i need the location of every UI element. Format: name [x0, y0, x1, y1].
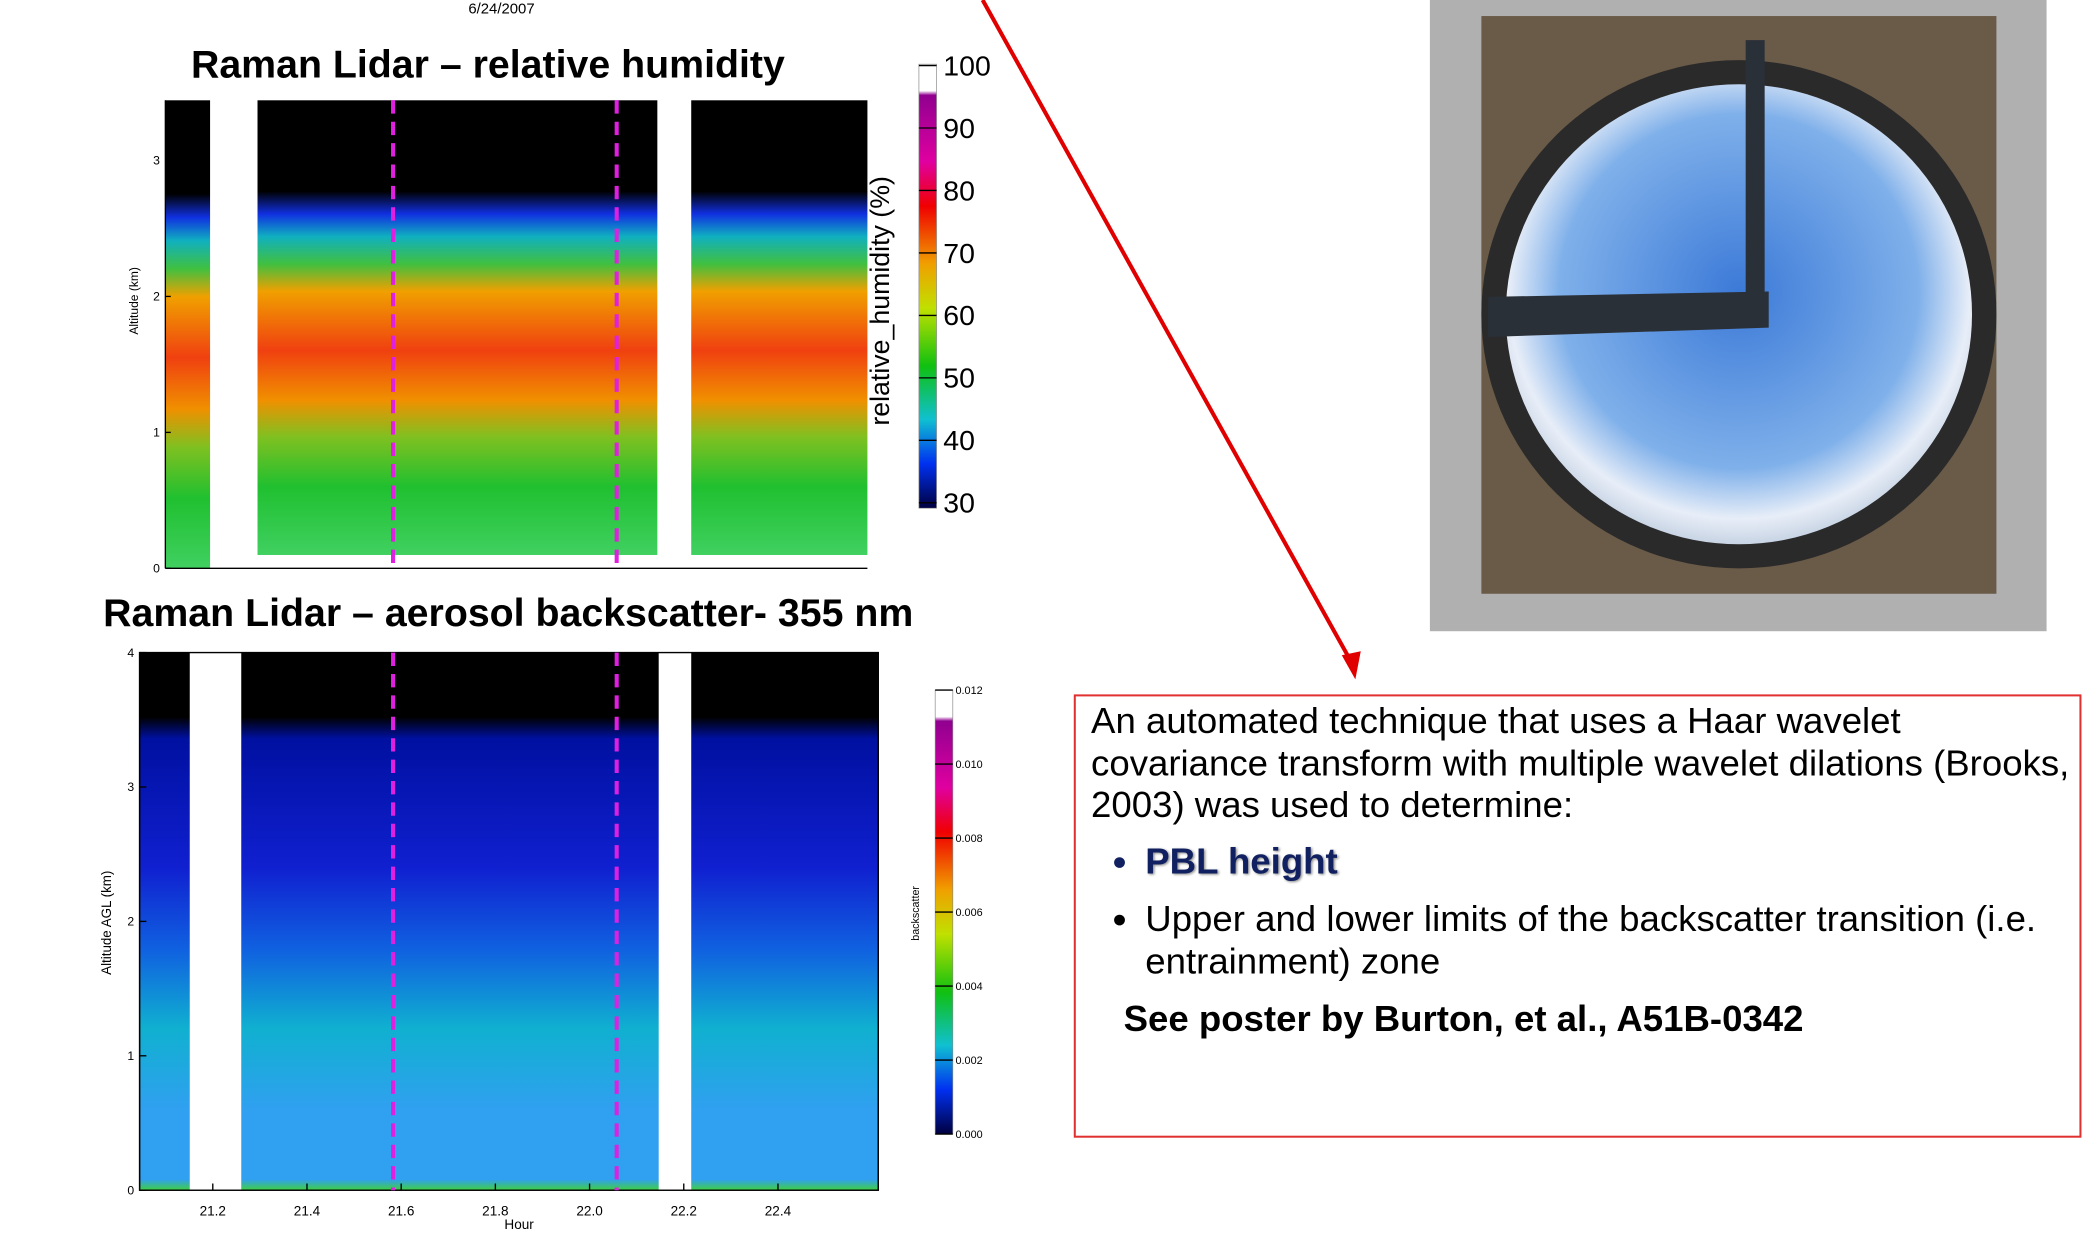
axis-label: Altitude (km) — [127, 267, 141, 335]
plot-title: Raman Lidar – aerosol backscatter- 355 n… — [103, 592, 913, 635]
tick-label: 22.0 — [576, 1204, 602, 1219]
tick-label: 0.002 — [956, 1055, 983, 1067]
tick-label: 80 — [943, 174, 975, 206]
arrow — [980, 0, 1354, 663]
tick-label: 3 — [153, 154, 160, 168]
heatmap — [138, 651, 879, 1191]
heatmap-panel — [691, 100, 868, 555]
paragraph: An automated technique that uses a Haar … — [1091, 700, 2070, 826]
arm — [1745, 40, 1765, 308]
colorbar — [918, 63, 937, 509]
tick-label: 0 — [127, 1183, 134, 1197]
axis-label: Hour — [504, 1217, 534, 1232]
tick-label: 3 — [127, 780, 134, 794]
sky-photo — [1429, 0, 2047, 632]
text-content: An automated technique that uses a Haar … — [1091, 701, 2074, 1042]
tick-label: 22.2 — [671, 1204, 697, 1219]
tick-label: 4 — [127, 646, 134, 660]
tick-label: 90 — [943, 112, 975, 144]
tick-label: 21.8 — [482, 1204, 508, 1219]
arrow-head — [1341, 651, 1361, 680]
tick-label: 0.008 — [956, 833, 983, 845]
tick-label: 60 — [943, 299, 975, 331]
data-gap — [189, 652, 242, 1191]
tick-label: 0 — [153, 562, 160, 576]
plot-title: Raman Lidar – relative humidity — [191, 44, 785, 87]
tick-label: 40 — [943, 424, 975, 456]
heatmap-panel — [165, 100, 211, 569]
tick-label: 2 — [127, 915, 134, 929]
tick-label: 0.004 — [956, 981, 983, 993]
axis-label: Altitude AGL (km) — [99, 871, 114, 975]
data-gap — [658, 652, 692, 1191]
bullet-list: PBL height Upper and lower limits of the… — [1091, 841, 2074, 984]
tick-label: 50 — [943, 362, 975, 394]
tick-label: 1 — [127, 1049, 134, 1063]
bullet: Upper and lower limits of the backscatte… — [1145, 899, 2073, 983]
tick-label: 2 — [153, 290, 160, 304]
heatmap-panel — [257, 100, 658, 555]
colorbar-label: backscatter — [910, 886, 922, 941]
text-box-content: An automated technique that uses a Haar … — [1091, 701, 2074, 1132]
tick-label: 21.2 — [200, 1204, 226, 1219]
tick-label: 0.010 — [956, 759, 983, 771]
text-box — [1073, 694, 2082, 1138]
tick-label: 1 — [153, 426, 160, 440]
tick-label: 30 — [943, 487, 975, 519]
bullet: PBL height — [1145, 841, 2073, 883]
tick-label: 22.4 — [765, 1204, 792, 1219]
tick-label: 0.012 — [956, 685, 983, 697]
arm — [1488, 291, 1769, 337]
tick-label: 70 — [943, 237, 975, 269]
colorbar-label: relative_humidity (%) — [865, 176, 895, 426]
tick-label: 0.000 — [956, 1129, 983, 1141]
date: 6/24/2007 — [468, 1, 534, 17]
tick-label: 100 — [943, 50, 990, 82]
footer: See poster by Burton, et al., A51B-0342 — [1123, 999, 1804, 1040]
tick-label: 21.4 — [294, 1204, 321, 1219]
backscatter-plot: Altitude AGL (km) Hour backscatter — [99, 651, 954, 1232]
tick-label: 0.006 — [956, 907, 983, 919]
tick-label: 21.6 — [388, 1204, 414, 1219]
rh-plot: Altitude (km) relative_humidity (%) — [127, 63, 937, 570]
